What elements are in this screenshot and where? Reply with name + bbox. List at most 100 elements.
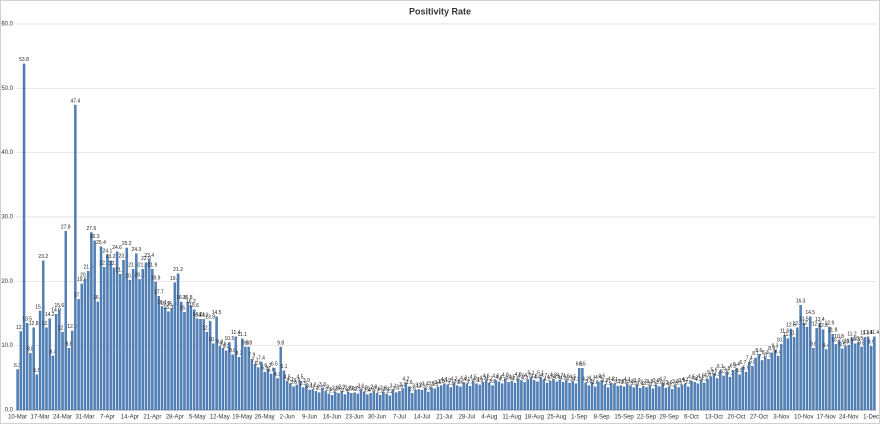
value-label: 11.4	[863, 330, 873, 336]
x-tick-label: 21-Jul	[436, 415, 452, 421]
value-label: 23.4	[144, 253, 154, 259]
bar	[873, 336, 876, 411]
bar	[715, 378, 719, 411]
bar	[334, 391, 337, 411]
bar	[484, 380, 488, 411]
bar	[109, 260, 112, 411]
value-label: 4.2	[659, 376, 666, 382]
bar	[520, 380, 523, 411]
bar	[635, 384, 639, 411]
value-label: 5.9	[743, 365, 750, 371]
bar	[234, 336, 238, 411]
value-label: 3.9	[293, 378, 300, 384]
value-label: 7.7	[759, 354, 766, 360]
value-label: 4.4	[534, 375, 541, 381]
value-label: 3.3	[399, 382, 406, 388]
bar	[125, 247, 128, 411]
bar	[77, 299, 80, 411]
value-label: 4.1	[463, 377, 470, 383]
value-label: 3.3	[319, 382, 326, 388]
bar	[356, 393, 359, 411]
value-label: 21.9	[148, 262, 158, 268]
value-label: 4.3	[560, 376, 567, 382]
bar	[674, 385, 677, 411]
value-label: 22.2	[99, 261, 109, 267]
value-label: 9.9	[868, 340, 875, 346]
value-label: 12.5	[818, 323, 828, 329]
bar	[754, 357, 757, 411]
value-label: 3.1	[306, 383, 313, 389]
value-label: 9.9	[842, 340, 849, 346]
value-label: 5.1	[537, 371, 544, 377]
bar	[645, 387, 648, 411]
value-label: 3.8	[672, 379, 679, 385]
value-label: 3.9	[476, 378, 483, 384]
bar	[533, 380, 536, 411]
value-label: 14.2	[192, 312, 202, 318]
value-label: 4.4	[553, 375, 560, 381]
bar	[516, 378, 520, 411]
bar	[841, 348, 844, 411]
value-label: 12.6	[786, 322, 796, 328]
value-label: 3.5	[630, 381, 637, 387]
value-label: 4.1	[287, 377, 294, 383]
bar	[526, 379, 530, 411]
value-label: 9.2	[223, 344, 230, 350]
value-label: 3.1	[418, 383, 425, 389]
value-label: 3.8	[454, 379, 461, 385]
value-label: 21.9	[128, 262, 138, 268]
value-label: 4.8	[550, 372, 557, 378]
bar	[276, 378, 279, 411]
value-label: 6.3	[264, 363, 271, 369]
bar	[456, 385, 459, 411]
bar	[561, 382, 565, 411]
bar	[452, 382, 456, 411]
bar	[29, 353, 32, 411]
value-label: 3.5	[447, 381, 454, 387]
bar	[680, 384, 684, 411]
bar	[449, 387, 453, 411]
bar	[189, 305, 193, 411]
value-label: 4.7	[556, 373, 563, 379]
bar	[757, 354, 761, 411]
bar	[642, 386, 645, 411]
x-tick-label: 24-Mar	[53, 415, 72, 421]
bar	[632, 387, 635, 411]
value-label: 16.8	[176, 295, 186, 301]
bar	[343, 394, 347, 411]
bar	[783, 335, 786, 411]
value-label: 11.4	[231, 330, 241, 336]
value-label: 4.1	[499, 377, 506, 383]
bar	[196, 318, 199, 411]
bar	[866, 336, 870, 411]
value-label: 21.1	[115, 268, 125, 274]
value-label: 21.9	[138, 262, 148, 268]
y-tick-label: 60.0	[1, 22, 13, 28]
value-label: 3.7	[640, 380, 647, 386]
x-tick-label: 21-Apr	[143, 415, 161, 421]
bar	[446, 384, 449, 411]
bar	[96, 301, 100, 411]
bar	[683, 383, 687, 411]
value-label: 14.1	[199, 313, 209, 319]
value-label: 3.5	[428, 381, 435, 387]
bar	[661, 382, 664, 411]
bar	[260, 362, 263, 411]
value-label: 15.9	[160, 301, 170, 307]
bar	[51, 355, 55, 411]
bar	[436, 386, 440, 411]
value-label: 7.9	[765, 353, 772, 359]
value-label: 4.1	[611, 377, 618, 383]
bar	[427, 391, 430, 411]
value-label: 2.2	[386, 389, 393, 395]
value-label: 4.6	[518, 374, 525, 380]
value-label: 10.2	[776, 338, 786, 344]
bar	[671, 389, 674, 411]
bar	[221, 348, 225, 411]
value-label: 13.8	[205, 315, 215, 321]
value-label: 15.2	[180, 306, 190, 312]
value-label: 4.7	[524, 373, 531, 379]
value-label: 12.1	[202, 325, 212, 331]
value-label: 19.8	[170, 276, 180, 282]
value-label: 3.9	[653, 378, 660, 384]
